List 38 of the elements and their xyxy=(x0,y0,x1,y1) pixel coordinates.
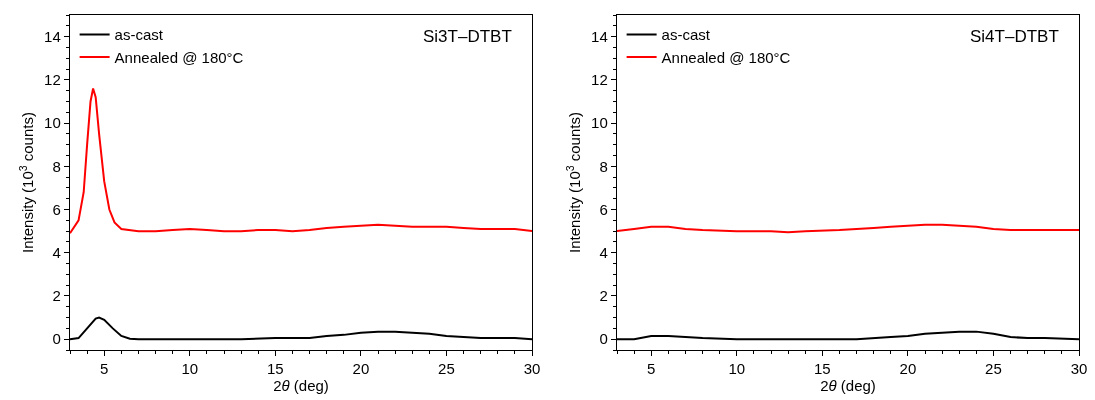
y-tick-label: 6 xyxy=(52,200,61,218)
line-series xyxy=(617,223,1079,234)
legend-label: Annealed @ 180°C xyxy=(114,48,244,66)
y-tick-label: 8 xyxy=(599,157,608,175)
y-tick-label: 12 xyxy=(591,71,608,89)
x-tick-label: 5 xyxy=(100,360,109,378)
x-tick-label: 30 xyxy=(1070,360,1088,378)
x-axis-title: 2θ (deg) xyxy=(820,377,876,395)
y-tick-label: 12 xyxy=(44,71,61,89)
x-tick-label: 20 xyxy=(899,360,917,378)
y-tick-label: 14 xyxy=(591,27,608,45)
line-series xyxy=(70,87,532,235)
annotation: Si4T–DTBT xyxy=(970,27,1059,46)
legend-label: as-cast xyxy=(661,26,711,44)
y-tick-label: 0 xyxy=(52,330,61,348)
annotation: Si3T–DTBT xyxy=(423,27,512,46)
x-tick-label: 20 xyxy=(352,360,370,378)
legend-label: Annealed @ 180°C xyxy=(661,48,791,66)
x-tick-label: 15 xyxy=(266,360,284,378)
x-tick-label: 25 xyxy=(985,360,1002,378)
y-tick-label: 10 xyxy=(44,114,61,132)
x-tick-label: 10 xyxy=(728,360,746,378)
y-tick-label: 4 xyxy=(599,243,608,261)
y-tick-label: 2 xyxy=(52,287,61,305)
x-tick-label: 30 xyxy=(523,360,541,378)
x-tick-label: 15 xyxy=(813,360,831,378)
y-tick-label: 8 xyxy=(52,157,61,175)
x-tick-label: 10 xyxy=(181,360,199,378)
y-tick-label: 10 xyxy=(591,114,608,132)
x-axis-title: 2θ (deg) xyxy=(273,377,329,395)
y-tick-label: 14 xyxy=(44,27,61,45)
y-tick-label: 2 xyxy=(599,287,608,305)
y-tick-label: 0 xyxy=(599,330,608,348)
y-tick-label: 6 xyxy=(599,200,608,218)
x-tick-label: 5 xyxy=(647,360,656,378)
x-tick-label: 25 xyxy=(438,360,455,378)
y-tick-label: 4 xyxy=(52,243,61,261)
legend-label: as-cast xyxy=(114,26,164,44)
